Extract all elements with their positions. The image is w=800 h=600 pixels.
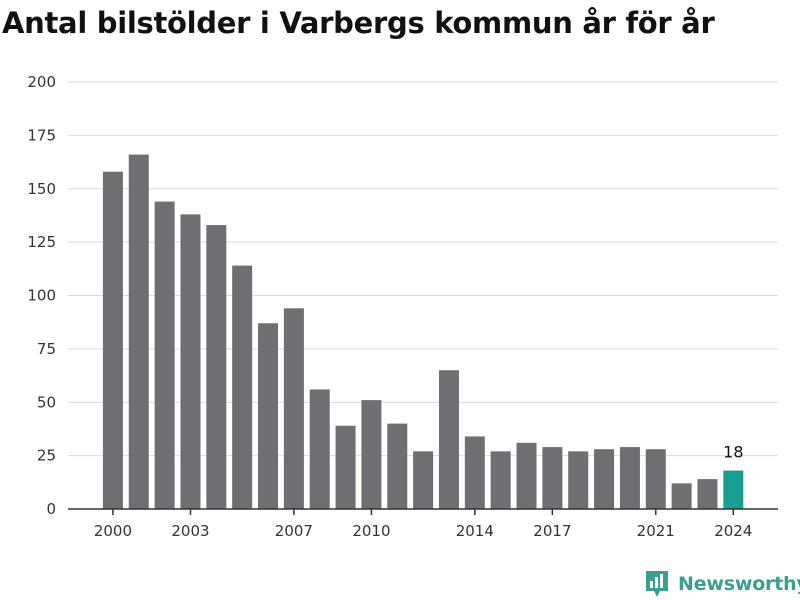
bar-2010 <box>361 400 382 509</box>
x-tick-label: 2007 <box>275 522 313 540</box>
bar-2023 <box>697 479 718 509</box>
y-tick-label: 175 <box>27 126 56 144</box>
bar-2021 <box>645 449 666 509</box>
x-tick-label: 2003 <box>171 522 209 540</box>
x-tick-label: 2021 <box>637 522 675 540</box>
bar-2018 <box>568 451 589 509</box>
data-label: 18 <box>723 443 743 462</box>
x-axis-ticks: 2000 2003 2007 2010 2014 2017 2021 2024 <box>94 509 752 540</box>
x-tick-label: 2010 <box>352 522 390 540</box>
chart-title: Antal bilstölder i Varbergs kommun år fö… <box>2 6 715 40</box>
bar-2024 <box>723 470 744 509</box>
bar-2016 <box>516 442 537 509</box>
bar-2005 <box>232 265 253 509</box>
y-tick-label: 25 <box>37 447 56 465</box>
y-tick-label: 125 <box>27 233 56 251</box>
y-tick-label: 75 <box>37 340 56 358</box>
newsworthy-logo-icon <box>646 571 668 597</box>
bar-2015 <box>490 451 511 509</box>
brand-name: Newsworthy <box>678 573 800 595</box>
x-tick-label: 2014 <box>456 522 494 540</box>
bar-2000 <box>102 171 123 510</box>
bar-2020 <box>619 447 640 509</box>
bar-2013 <box>438 370 459 509</box>
y-axis-ticks: 0 25 50 75 100 125 150 175 200 <box>27 73 56 518</box>
y-tick-label: 100 <box>27 287 56 305</box>
bar-2019 <box>594 449 615 509</box>
bar-2017 <box>542 447 563 509</box>
y-tick-label: 150 <box>27 180 56 198</box>
bar-2004 <box>206 225 227 510</box>
bar-2002 <box>154 201 175 509</box>
bar-2006 <box>258 323 279 509</box>
bar-2001 <box>128 154 149 509</box>
y-tick-label: 0 <box>46 500 56 518</box>
x-tick-label: 2024 <box>714 522 752 540</box>
bar-2014 <box>464 436 485 509</box>
data-labels: 18 <box>723 443 743 462</box>
bar-2009 <box>335 425 356 509</box>
newsworthy-logo: Newsworthy <box>644 568 800 600</box>
y-tick-label: 200 <box>27 73 56 91</box>
bar-2022 <box>671 483 692 509</box>
bars <box>102 154 744 510</box>
x-tick-label: 2000 <box>94 522 132 540</box>
y-tick-label: 50 <box>37 393 56 411</box>
bar-2011 <box>387 423 408 509</box>
bar-2003 <box>180 214 201 509</box>
x-tick-label: 2017 <box>533 522 571 540</box>
bar-2008 <box>309 389 330 509</box>
bar-2012 <box>413 451 434 509</box>
bar-2007 <box>283 308 304 509</box>
